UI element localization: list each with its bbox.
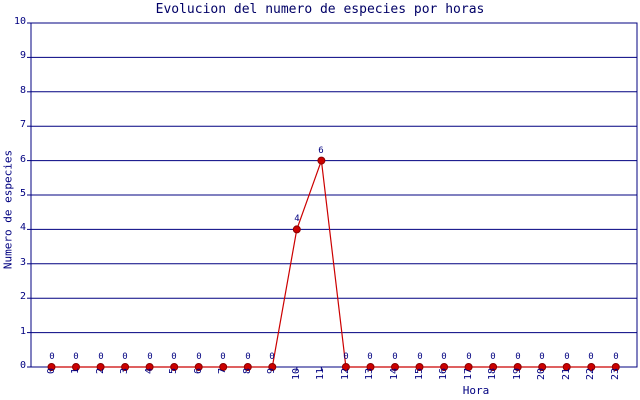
y-tick-label: 0 — [19, 360, 26, 371]
data-line — [51, 160, 616, 368]
x-tick-label: 5 — [168, 368, 179, 375]
point-value-label: 0 — [122, 352, 128, 362]
point-value-label: 0 — [98, 352, 104, 362]
point-value-label: 0 — [466, 352, 472, 362]
y-tick-label: 4 — [19, 222, 26, 233]
x-tick-label: 9 — [266, 368, 277, 375]
data-point — [587, 363, 596, 371]
y-tick-label: 9 — [19, 50, 26, 61]
x-tick-label: 7 — [217, 368, 228, 375]
point-value-label: 0 — [588, 352, 594, 362]
data-point — [72, 363, 80, 371]
x-tick-label: 15 — [414, 368, 425, 381]
data-point — [219, 363, 228, 371]
x-tick-label: 2 — [95, 368, 106, 375]
x-tick-label: 20 — [536, 368, 547, 381]
data-point — [170, 363, 179, 371]
x-tick-label: 17 — [463, 368, 474, 381]
x-tick-label: 16 — [438, 368, 449, 381]
x-tick-label: 11 — [315, 368, 326, 381]
data-point — [341, 363, 350, 371]
data-point — [440, 363, 449, 371]
x-tick-label: 19 — [512, 368, 523, 381]
data-point — [292, 225, 301, 234]
point-value-label: 4 — [294, 214, 300, 224]
point-value-label: 0 — [613, 352, 619, 362]
point-value-label: 0 — [515, 352, 521, 362]
data-point — [611, 363, 620, 371]
point-value-label: 6 — [318, 146, 324, 156]
data-point — [47, 363, 56, 371]
point-value-label: 0 — [73, 352, 79, 362]
point-value-label: 0 — [539, 352, 545, 362]
point-value-label: 0 — [441, 352, 447, 362]
x-tick-label: 4 — [144, 368, 155, 375]
y-tick-label: 1 — [19, 326, 26, 337]
data-point — [464, 363, 473, 371]
x-tick-label: 21 — [561, 368, 572, 381]
point-value-label: 0 — [343, 352, 349, 362]
chart-title: Evolucion del numero de especies por hor… — [155, 2, 485, 17]
point-value-label: 0 — [490, 352, 496, 362]
x-tick-label: 14 — [389, 368, 400, 381]
x-tick-label: 1 — [70, 368, 81, 375]
point-value-label: 0 — [392, 352, 398, 362]
point-value-label: 0 — [147, 352, 153, 362]
x-tick-label: 0 — [46, 368, 57, 375]
x-tick-label: 8 — [242, 368, 253, 375]
data-point — [391, 363, 399, 371]
data-point — [121, 363, 130, 371]
y-tick-label: 3 — [19, 257, 26, 268]
y-tick-label: 10 — [13, 16, 26, 27]
y-tick-label: 8 — [19, 85, 26, 96]
x-tick-label: 18 — [487, 368, 498, 381]
point-value-label: 0 — [564, 352, 570, 362]
x-tick-label: 23 — [610, 368, 621, 381]
point-value-label: 0 — [220, 352, 226, 362]
point-value-label: 0 — [367, 352, 373, 362]
y-tick-label: 7 — [19, 119, 26, 130]
point-value-label: 0 — [196, 352, 202, 362]
data-point — [317, 156, 326, 165]
x-tick-label: 13 — [364, 368, 375, 381]
x-tick-label: 12 — [340, 368, 351, 381]
point-value-label: 0 — [245, 352, 251, 362]
point-value-label: 0 — [171, 352, 177, 362]
data-point — [538, 363, 547, 371]
point-value-label: 0 — [49, 352, 55, 362]
x-tick-label: 6 — [193, 368, 204, 375]
y-tick-label: 6 — [19, 154, 26, 165]
data-point — [513, 363, 522, 371]
data-point — [562, 363, 571, 371]
point-value-label: 0 — [417, 352, 423, 362]
data-point — [366, 363, 375, 371]
data-point — [145, 363, 154, 371]
point-value-label: 0 — [269, 352, 275, 362]
x-tick-label: 3 — [119, 368, 130, 375]
data-point — [96, 363, 105, 371]
data-point — [489, 363, 498, 371]
y-tick-label: 2 — [19, 291, 26, 302]
plot-border — [30, 22, 638, 368]
data-point — [415, 363, 424, 371]
x-tick-label: 22 — [585, 368, 596, 381]
x-tick-label: 10 — [291, 368, 302, 381]
x-axis-title: Hora — [462, 384, 490, 397]
data-point — [243, 363, 252, 371]
y-tick-label: 5 — [19, 188, 26, 199]
data-point — [194, 363, 203, 371]
data-point — [268, 363, 277, 371]
